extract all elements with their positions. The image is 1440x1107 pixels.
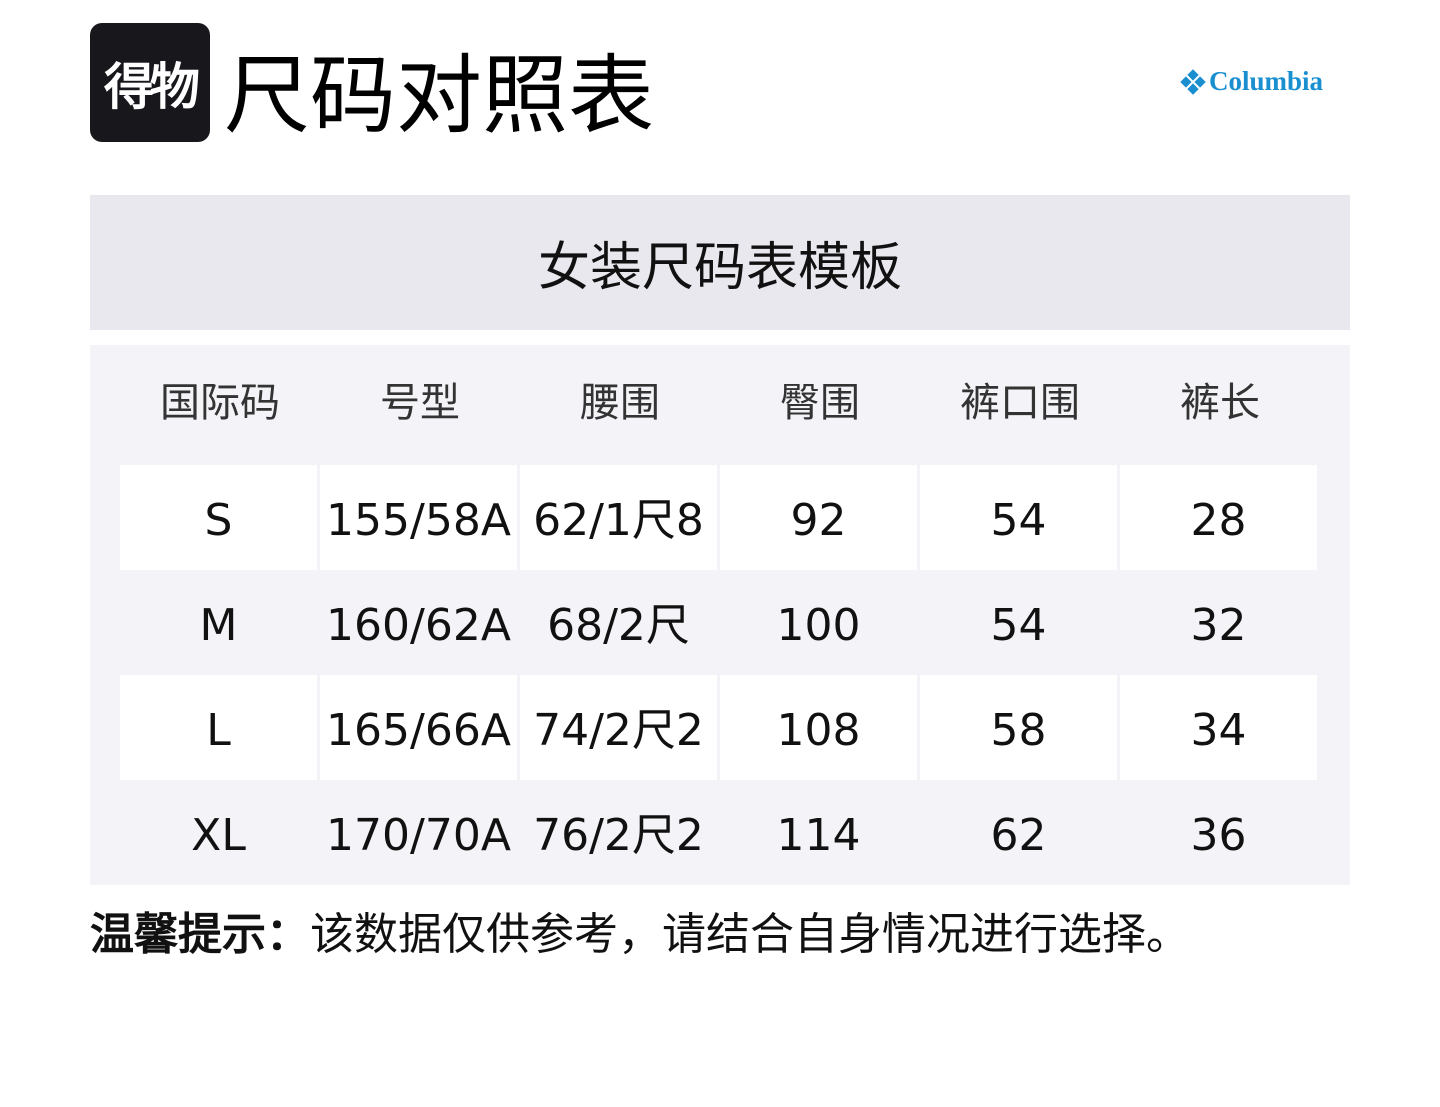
table-cell: 62 [990,810,1047,861]
table-cell: 62/1尺8 [520,465,717,570]
table-row: XL 170/70A 76/2尺2 114 62 36 [120,780,1320,885]
size-table: 国际码 号型 腰围 臀围 裤口围 裤长 S 155/58A 62/1尺8 92 54 28… [90,345,1350,885]
column-header: 国际码 [160,380,280,426]
page-title: 尺码对照表 [224,46,654,146]
logo-text: 得物 [104,57,200,116]
table-cell: 32 [1190,600,1247,651]
table-cell: 58 [920,675,1117,780]
table-cell: M [199,600,238,651]
table-cell: L [120,675,317,780]
table-cell: 92 [720,465,917,570]
table-cell: 36 [1190,810,1247,861]
table-cell: 160/62A [326,600,511,651]
column-header: 腰围 [580,380,660,426]
column-header: 臀围 [780,380,860,426]
table-cell: 54 [990,600,1047,651]
table-cell: 155/58A [320,465,517,570]
table-cell: 114 [776,810,861,861]
tip-text: 该数据仅供参考，请结合自身情况进行选择。 [310,909,1190,960]
tip: 温馨提示：该数据仅供参考，请结合自身情况进行选择。 [90,905,1190,965]
table-cell: 100 [776,600,861,651]
table-cell: 170/70A [326,810,511,861]
dewu-logo: 得物 [90,23,210,142]
table-header: 国际码 号型 腰围 臀围 裤口围 裤长 [120,345,1320,465]
columbia-diamond-icon [1180,68,1206,95]
brand-name: Columbia [1209,66,1324,96]
table-cell: 76/2尺2 [533,810,704,861]
table-row: S 155/58A 62/1尺8 92 54 28 [120,465,1320,570]
columbia-logo: Columbia [1180,66,1323,97]
column-header: 裤口围 [960,380,1080,426]
table-row: M 160/62A 68/2尺 100 54 32 [120,570,1320,675]
table-cell: 74/2尺2 [520,675,717,780]
table-cell: 68/2尺 [547,600,690,651]
table-cell: 34 [1120,675,1317,780]
tip-label: 温馨提示： [90,909,310,960]
table-cell: S [120,465,317,570]
table-cell: 28 [1120,465,1317,570]
table-cell: 108 [720,675,917,780]
column-header: 号型 [380,380,460,426]
table-cell: 165/66A [320,675,517,780]
table-cell: 54 [920,465,1117,570]
column-header: 裤长 [1180,380,1260,426]
table-title: 女装尺码表模板 [90,195,1350,330]
table-cell: XL [191,810,246,861]
table-row: L 165/66A 74/2尺2 108 58 34 [120,675,1320,780]
